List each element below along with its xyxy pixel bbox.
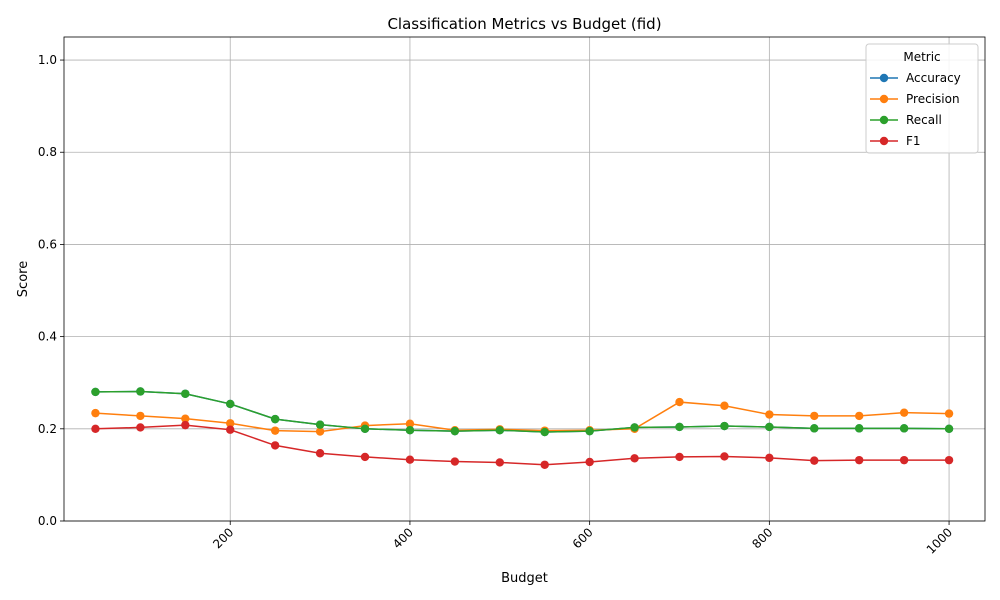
data-point-precision <box>315 427 325 436</box>
series-f1 <box>91 420 954 469</box>
series-line-f1 <box>95 424 950 466</box>
data-point-recall <box>270 414 280 424</box>
data-point-f1 <box>181 420 190 430</box>
y-tick-label: 0.6 <box>38 237 57 251</box>
data-point-recall <box>136 387 145 396</box>
y-tick-label: 0.4 <box>38 330 57 344</box>
x-axis-label: Budget <box>501 571 548 586</box>
data-point-recall <box>495 425 504 435</box>
data-point-f1 <box>495 458 504 467</box>
data-point-recall <box>315 420 325 429</box>
data-point-f1 <box>540 460 549 469</box>
data-point-precision <box>181 414 190 423</box>
data-point-f1 <box>855 455 864 465</box>
y-tick-label: 0.2 <box>38 422 57 436</box>
data-point-f1 <box>405 455 415 464</box>
data-point-f1 <box>720 452 729 461</box>
data-point-f1 <box>675 452 684 462</box>
y-tick-label: 1.0 <box>38 53 57 67</box>
data-point-precision <box>91 408 100 418</box>
legend-item-f1: F1 <box>870 134 921 148</box>
data-point-recall <box>450 426 460 436</box>
data-point-f1 <box>226 425 235 434</box>
data-point-recall <box>585 426 594 436</box>
chart-title: Classification Metrics vs Budget (fid) <box>387 15 661 33</box>
data-point-recall <box>405 425 415 435</box>
data-point-f1 <box>270 441 280 450</box>
legend-title: Metric <box>903 50 940 64</box>
legend-item-precision: Precision <box>870 92 960 106</box>
legend-label: Recall <box>906 113 942 127</box>
legend: Metric Accuracy Precision Recall F1 <box>865 43 979 154</box>
legend-label: Accuracy <box>906 71 961 85</box>
data-point-f1 <box>360 452 370 462</box>
data-point-recall <box>765 422 774 432</box>
data-point-precision <box>944 409 954 418</box>
data-point-precision <box>136 411 145 421</box>
series-line-recall <box>95 390 950 433</box>
legend-marker <box>879 136 889 146</box>
data-point-recall <box>810 424 819 433</box>
data-point-precision <box>405 419 415 428</box>
data-point-precision <box>765 410 774 419</box>
plot-frame <box>63 36 986 522</box>
legend-item-accuracy: Accuracy <box>870 71 961 85</box>
data-point-recall <box>720 421 729 431</box>
data-point-recall <box>181 389 190 398</box>
series-recall <box>91 387 954 437</box>
data-point-recall <box>360 424 370 434</box>
data-point-f1 <box>585 457 594 467</box>
data-point-f1 <box>136 423 145 432</box>
legend-box <box>865 43 979 154</box>
legend-label: Precision <box>906 92 960 106</box>
data-point-f1 <box>315 449 325 458</box>
legend-label: F1 <box>906 134 921 148</box>
data-point-recall <box>675 422 684 432</box>
data-point-recall <box>899 424 909 433</box>
data-point-precision <box>270 426 280 435</box>
data-point-precision <box>720 401 729 410</box>
data-point-precision <box>675 397 684 407</box>
data-point-recall <box>855 424 864 433</box>
data-point-recall <box>91 387 100 397</box>
y-tick-label: 0.8 <box>38 145 57 159</box>
series-layer <box>91 387 954 469</box>
data-point-precision <box>810 411 819 421</box>
data-point-precision <box>226 419 235 428</box>
data-point-f1 <box>944 455 954 465</box>
data-point-f1 <box>765 453 774 463</box>
legend-marker <box>879 94 889 104</box>
data-point-recall <box>630 423 639 432</box>
y-axis-label: Score <box>16 261 31 297</box>
data-point-recall <box>226 399 235 409</box>
data-point-recall <box>540 427 549 437</box>
data-point-f1 <box>899 455 909 465</box>
data-point-recall <box>944 424 954 434</box>
data-point-f1 <box>450 457 460 466</box>
data-point-f1 <box>810 456 819 465</box>
legend-item-recall: Recall <box>870 113 942 127</box>
series-line-precision <box>95 401 950 433</box>
legend-marker <box>879 73 889 83</box>
data-point-f1 <box>91 424 100 434</box>
y-tick-label: 0.0 <box>38 514 57 528</box>
data-point-f1 <box>630 454 639 463</box>
legend-items: Accuracy Precision Recall F1 <box>870 71 961 148</box>
data-point-precision <box>899 408 909 417</box>
data-point-precision <box>855 411 864 421</box>
legend-marker <box>879 115 889 125</box>
